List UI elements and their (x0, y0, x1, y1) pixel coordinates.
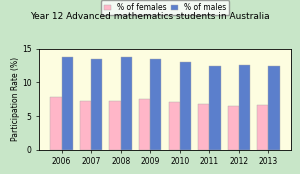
Bar (150, 60, 161, 150)
Bar (80, 101, 91, 150)
Bar (62, 57, 73, 150)
Bar (268, 66, 280, 150)
Bar (180, 61, 191, 150)
Bar (121, 57, 132, 150)
Bar (50, 97, 62, 150)
Bar (228, 106, 239, 150)
Bar (239, 65, 250, 150)
Bar (198, 104, 209, 150)
Bar (209, 66, 220, 150)
Bar (139, 99, 150, 150)
Bar (257, 105, 268, 150)
Legend: % of females, % of males: % of females, % of males (101, 0, 229, 15)
Y-axis label: Participation Rate (%): Participation Rate (%) (11, 57, 20, 141)
Bar (169, 102, 180, 150)
Bar (110, 101, 121, 150)
Text: Year 12 Advanced mathematics students in Australia: Year 12 Advanced mathematics students in… (30, 12, 270, 21)
Bar (91, 59, 102, 150)
